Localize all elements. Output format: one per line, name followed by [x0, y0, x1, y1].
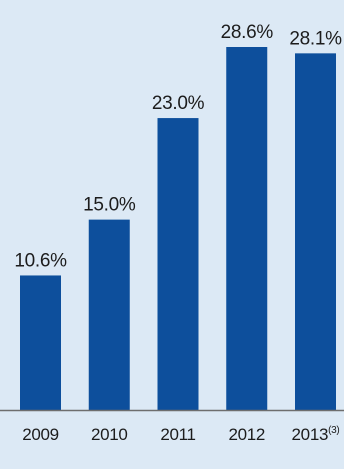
x-tick-label-2013: 2013(3)	[292, 425, 340, 444]
x-tick-label-2010: 2010	[91, 425, 128, 444]
bar-2010	[88, 219, 130, 410]
bar-2012	[226, 47, 268, 410]
data-label-2012: 28.6%	[221, 22, 274, 43]
x-tick-labels-group: 2009 2010 2011 2012 2013(3)	[22, 425, 340, 444]
x-tick-label-2009: 2009	[22, 425, 59, 444]
x-tick-label-2012: 2012	[228, 425, 265, 444]
bar-2009	[20, 275, 61, 410]
bars-group	[20, 47, 336, 411]
x-tick-label-2011: 2011	[160, 425, 195, 444]
data-labels-group: 10.6% 15.0% 23.0% 28.6% 28.1%	[14, 22, 342, 271]
footnote-marker: (3)	[328, 425, 339, 436]
data-label-2009: 10.6%	[14, 250, 67, 271]
bar-2011	[157, 118, 199, 411]
data-label-2013: 28.1%	[289, 28, 342, 49]
data-label-2011: 23.0%	[152, 93, 205, 114]
data-label-2010: 15.0%	[83, 195, 136, 216]
bar-2013	[295, 53, 336, 410]
